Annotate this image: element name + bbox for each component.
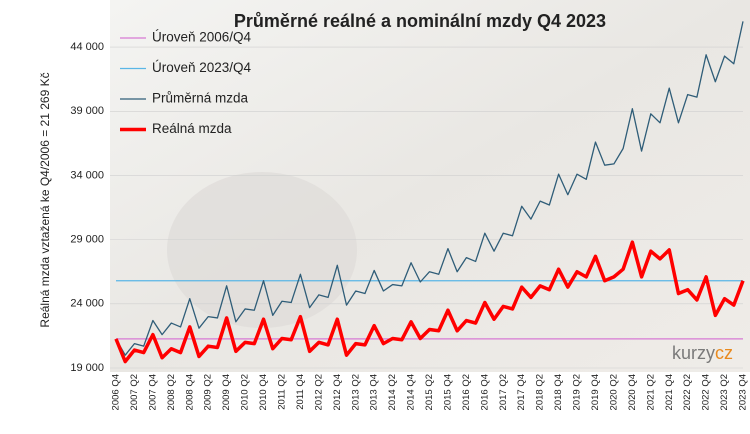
x-tick-label: 2021 Q2 bbox=[645, 374, 656, 410]
series-line bbox=[115, 21, 744, 356]
watermark-text: kurzy bbox=[672, 343, 715, 363]
x-tick-label: 2017 Q4 bbox=[516, 374, 527, 410]
x-tick-label: 2010 Q4 bbox=[258, 374, 269, 410]
y-tick-label: 44 000 bbox=[70, 41, 104, 53]
x-tick-label: 2023 Q4 bbox=[738, 374, 749, 410]
x-tick-label: 2021 Q4 bbox=[664, 374, 675, 410]
chart-title: Průměrné reálné a nominální mzdy Q4 2023 bbox=[234, 11, 606, 31]
x-tick-label: 2022 Q4 bbox=[701, 374, 712, 410]
legend-label: Úroveň 2006/Q4 bbox=[152, 30, 252, 45]
x-tick-label: 2007 Q2 bbox=[129, 374, 140, 410]
x-tick-label: 2019 Q2 bbox=[572, 374, 583, 410]
legend-label: Průměrná mzda bbox=[152, 91, 249, 106]
x-tick-label: 2019 Q4 bbox=[590, 374, 601, 410]
y-tick-label: 34 000 bbox=[70, 169, 104, 181]
x-tick-label: 2016 Q2 bbox=[461, 374, 472, 410]
plot-background bbox=[110, 0, 750, 372]
x-tick-label: 2018 Q2 bbox=[535, 374, 546, 410]
x-tick-label: 2018 Q4 bbox=[553, 374, 564, 410]
watermark: kurzycz bbox=[672, 343, 733, 363]
x-tick-label: 2014 Q2 bbox=[387, 374, 398, 410]
y-tick-label: 19 000 bbox=[70, 362, 104, 374]
x-tick-label: 2012 Q4 bbox=[332, 374, 343, 410]
series-line bbox=[114, 240, 745, 364]
x-tick-label: 2011 Q2 bbox=[276, 374, 287, 410]
x-tick-label: 2014 Q4 bbox=[406, 374, 417, 410]
x-tick-label: 2006 Q4 bbox=[111, 374, 122, 410]
x-tick-label: 2011 Q4 bbox=[295, 374, 306, 410]
x-tick-label: 2008 Q4 bbox=[184, 374, 195, 410]
x-tick-label: 2016 Q4 bbox=[479, 374, 490, 410]
y-tick-label: 39 000 bbox=[70, 105, 104, 117]
background-coin bbox=[167, 172, 357, 328]
x-tick-label: 2015 Q4 bbox=[442, 374, 453, 410]
x-tick-label: 2020 Q4 bbox=[627, 374, 638, 410]
x-tick-label: 2009 Q2 bbox=[203, 374, 214, 410]
x-tick-label: 2010 Q2 bbox=[240, 374, 251, 410]
x-tick-label: 2007 Q4 bbox=[147, 374, 158, 410]
x-tick-label: 2012 Q2 bbox=[313, 374, 324, 410]
y-tick-label: 24 000 bbox=[70, 298, 104, 310]
x-tick-label: 2008 Q2 bbox=[166, 374, 177, 410]
legend-label: Úroveň 2023/Q4 bbox=[152, 60, 252, 75]
x-tick-label: 2022 Q2 bbox=[682, 374, 693, 410]
watermark-text: cz bbox=[715, 343, 733, 363]
x-tick-label: 2017 Q2 bbox=[498, 374, 509, 410]
x-tick-label: 2020 Q2 bbox=[608, 374, 619, 410]
x-tick-label: 2009 Q4 bbox=[221, 374, 232, 410]
x-tick-label: 2015 Q2 bbox=[424, 374, 435, 410]
y-axis-label: Reálná mzda vztažená ke Q4/2006 = 21 269… bbox=[38, 72, 52, 327]
y-tick-label: 29 000 bbox=[70, 234, 104, 246]
x-tick-label: 2013 Q2 bbox=[350, 374, 361, 410]
legend-label: Reálná mzda bbox=[152, 121, 232, 136]
x-tick-label: 2023 Q2 bbox=[719, 374, 730, 410]
x-tick-label: 2013 Q4 bbox=[369, 374, 380, 410]
